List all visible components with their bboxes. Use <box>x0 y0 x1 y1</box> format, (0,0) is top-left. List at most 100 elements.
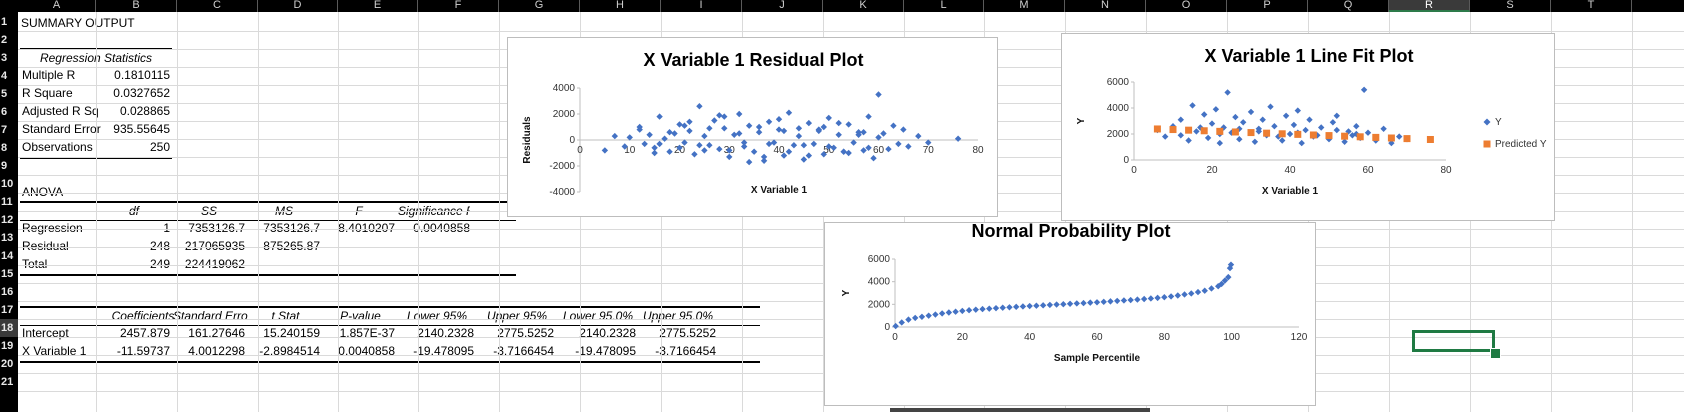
row-header-14[interactable]: 14 <box>1 250 14 262</box>
row-header-5[interactable]: 5 <box>1 88 8 100</box>
x-tick-label: 20 <box>957 332 969 343</box>
row-header-9[interactable]: 9 <box>1 160 8 172</box>
data-point <box>775 126 783 133</box>
row-header-20[interactable]: 20 <box>1 358 14 370</box>
data-point <box>1282 112 1290 119</box>
x-tick-label: 0 <box>577 145 583 156</box>
data-point <box>1177 132 1184 139</box>
line-fit-plot-chart[interactable]: X Variable 1 Line Fit Plot 0 2000 4000 6000 0… <box>1061 33 1555 221</box>
x-tick-label: 60 <box>1362 165 1374 176</box>
data-point <box>1247 108 1255 116</box>
column-header-l[interactable]: L <box>904 0 984 12</box>
column-header-j[interactable]: J <box>742 0 823 12</box>
column-header-q[interactable]: Q <box>1308 0 1389 12</box>
data-point <box>1221 277 1229 284</box>
data-point <box>1306 116 1313 123</box>
data-point <box>1224 89 1231 96</box>
column-header-i[interactable]: I <box>661 0 742 12</box>
row-header-3[interactable]: 3 <box>1 52 8 64</box>
column-header-m[interactable]: M <box>984 0 1065 12</box>
column-header-h[interactable]: H <box>580 0 661 12</box>
predicted-point <box>1278 130 1286 138</box>
coef-cell: 15.240159 <box>263 326 320 340</box>
residual-plot-chart[interactable]: X Variable 1 Residual Plot -4000 -2000 0 200… <box>507 37 998 217</box>
row-header-16[interactable]: 16 <box>1 286 14 298</box>
column-header-b[interactable]: B <box>96 0 177 12</box>
data-point <box>972 306 979 313</box>
column-header-r[interactable]: R <box>1389 0 1470 12</box>
data-point <box>938 310 946 317</box>
row-header-13[interactable]: 13 <box>1 232 14 244</box>
y-tick-label: 4000 <box>868 277 891 288</box>
data-point <box>1093 299 1101 306</box>
data-point <box>1046 301 1054 309</box>
coef-cell: -3.7166454 <box>493 344 554 358</box>
row-header-21[interactable]: 21 <box>1 376 14 388</box>
table-border <box>20 201 516 203</box>
stat-value: 250 <box>149 140 170 154</box>
row-header-1[interactable]: 1 <box>1 16 8 28</box>
normal-probability-plot-svg: Normal Probability Plot 0 2000 4000 6000 0 20 4… <box>841 223 1308 364</box>
coef-cell: -3.7166454 <box>655 344 716 358</box>
data-point <box>701 132 708 140</box>
normal-probability-plot-chart[interactable]: Normal Probability Plot 0 2000 4000 6000 0 20 4… <box>824 222 1316 406</box>
row-header-6[interactable]: 6 <box>1 106 8 118</box>
data-point <box>915 132 922 140</box>
data-point <box>870 155 877 162</box>
data-point <box>1073 300 1080 307</box>
data-point <box>1208 120 1216 127</box>
data-point <box>701 147 708 154</box>
x-tick-label: 120 <box>1291 332 1308 343</box>
data-point <box>1080 299 1087 307</box>
row-header-8[interactable]: 8 <box>1 142 8 154</box>
column-header-g[interactable]: G <box>499 0 580 12</box>
anova-cell: 248 <box>149 239 170 253</box>
data-point <box>1302 126 1309 134</box>
row-header-19[interactable]: 19 <box>1 340 14 352</box>
anova-row-label: Regression <box>22 221 83 235</box>
data-point <box>900 126 907 133</box>
data-point <box>676 121 683 128</box>
column-header-s[interactable]: S <box>1470 0 1551 12</box>
column-header-p[interactable]: P <box>1227 0 1308 12</box>
row-header-15[interactable]: 15 <box>1 268 14 280</box>
data-point <box>1189 102 1196 109</box>
anova-row-label: Residual <box>22 239 69 253</box>
column-header-o[interactable]: O <box>1146 0 1227 12</box>
x-tick-label: 80 <box>972 145 984 156</box>
coef-cell: 4.0012298 <box>188 344 245 358</box>
column-header-k[interactable]: K <box>823 0 904 12</box>
coef-cell: 2140.2328 <box>579 326 636 340</box>
anova-cell: 0.0040858 <box>413 221 470 235</box>
row-header-17[interactable]: 17 <box>1 304 14 316</box>
x-tick-label: 70 <box>923 145 935 156</box>
column-header-c[interactable]: C <box>177 0 258 12</box>
column-header-a[interactable]: A <box>18 0 96 12</box>
predicted-point <box>1185 126 1193 134</box>
row-header-7[interactable]: 7 <box>1 124 8 136</box>
selected-cell[interactable] <box>1412 330 1495 352</box>
data-point <box>855 131 862 138</box>
row-headers: 1 2 3 4 5 6 7 8 9 10 11 12 13 14 15 16 17 18 19 20 21 <box>0 12 18 412</box>
row-header-11[interactable]: 11 <box>1 196 13 208</box>
row-header-18[interactable]: 18 <box>0 319 18 337</box>
data-point <box>875 91 882 98</box>
column-header-d[interactable]: D <box>258 0 338 12</box>
row-header-4[interactable]: 4 <box>1 70 8 82</box>
data-point <box>1066 300 1074 307</box>
data-point <box>865 113 872 120</box>
sheet-scrollbar[interactable] <box>890 408 1150 412</box>
column-header-t[interactable]: T <box>1551 0 1632 12</box>
row-header-2[interactable]: 2 <box>1 34 8 46</box>
grid-line <box>96 12 97 412</box>
column-header-n[interactable]: N <box>1065 0 1146 12</box>
column-header-f[interactable]: F <box>418 0 499 12</box>
column-header-e[interactable]: E <box>338 0 418 12</box>
row-header-10[interactable]: 10 <box>1 178 14 190</box>
legend-label: Predicted Y <box>1495 139 1547 150</box>
x-tick-label: 40 <box>1024 332 1036 343</box>
predicted-point <box>1153 125 1161 133</box>
fill-handle[interactable] <box>1490 348 1501 359</box>
data-point <box>1174 292 1181 299</box>
row-header-12[interactable]: 12 <box>1 214 14 226</box>
